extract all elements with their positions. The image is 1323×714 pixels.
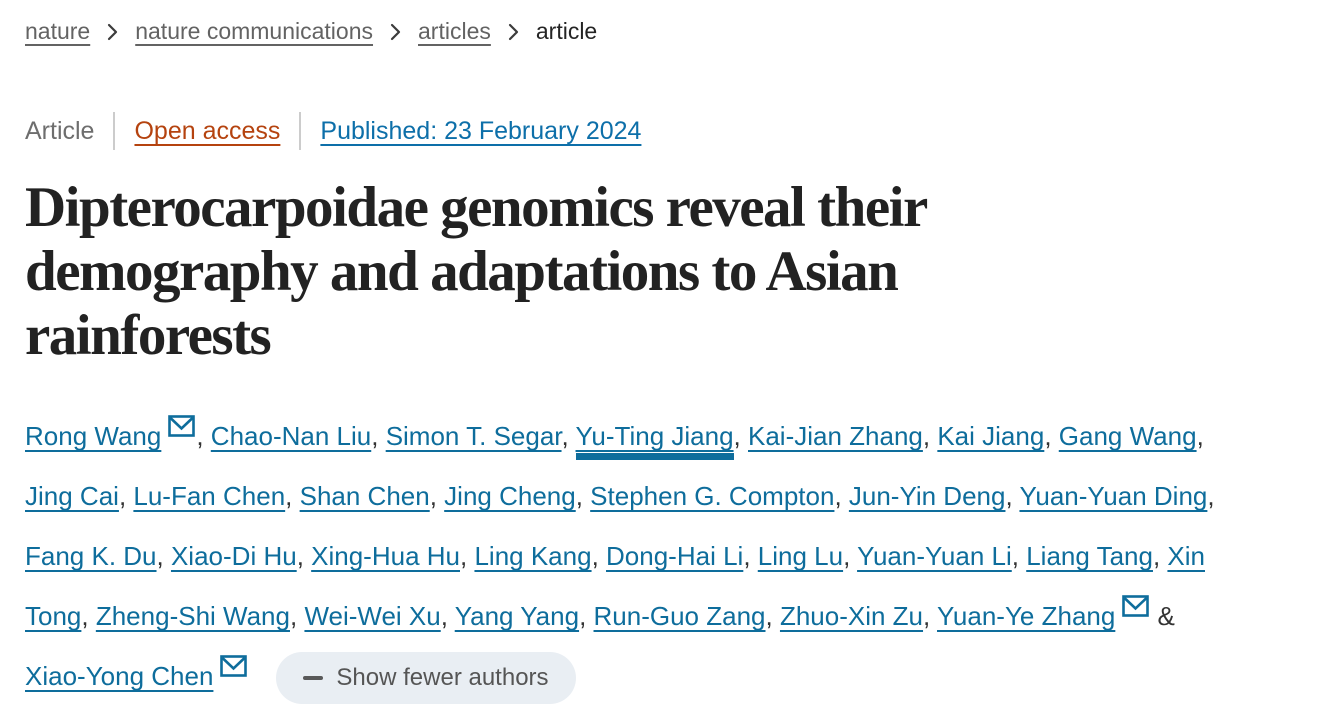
author-separator: , <box>1196 421 1204 451</box>
author-link[interactable]: Liang Tang <box>1026 541 1153 571</box>
author-separator: , <box>118 481 134 511</box>
article-meta-row: Article Open access Published: 23 Februa… <box>25 112 1303 150</box>
author-separator: , <box>1005 481 1020 511</box>
author-link[interactable]: Zheng‑Shi Wang <box>95 601 290 631</box>
author-link[interactable]: Ling Kang <box>474 541 592 571</box>
author-link[interactable]: Stephen G. Compton <box>590 481 835 511</box>
breadcrumb-link-nature-communications[interactable]: nature communications <box>135 18 374 44</box>
author-link[interactable]: Wei‑Wei Xu <box>304 601 441 631</box>
author-separator: , <box>561 421 576 451</box>
author-separator: , <box>834 481 849 511</box>
author-separator: , <box>371 421 386 451</box>
author-link[interactable]: Yuan‑Yuan Li <box>857 541 1012 571</box>
author-link[interactable]: Jing Cheng <box>444 481 576 511</box>
author-link[interactable]: Fang K. Du <box>25 541 157 571</box>
minus-icon <box>303 676 324 681</box>
author-separator: , <box>765 601 780 631</box>
author-separator: , <box>296 541 312 571</box>
author-separator: , <box>440 601 455 631</box>
author-link[interactable]: Shan Chen <box>299 481 430 511</box>
article-type-label: Article <box>25 116 95 145</box>
author-link[interactable]: Kai‑Jian Zhang <box>748 421 923 451</box>
author-list: Rong Wang, Chao‑Nan Liu, Simon T. Segar,… <box>25 406 1240 706</box>
author-separator: , <box>156 541 171 571</box>
author-link[interactable]: Xin Tong <box>25 541 1205 631</box>
author-separator: , <box>81 601 96 631</box>
author-link[interactable]: Xiao‑Yong Chen <box>25 661 214 691</box>
envelope-icon[interactable] <box>1122 595 1150 617</box>
author-link[interactable]: Xing‑Hua Hu <box>311 541 460 571</box>
author-separator: , <box>285 481 300 511</box>
chevron-right-icon <box>389 22 402 42</box>
author-link[interactable]: Dong‑Hai Li <box>606 541 744 571</box>
author-link[interactable]: Lu‑Fan Chen <box>133 481 286 511</box>
chevron-right-icon <box>507 22 520 42</box>
author-separator: , <box>922 421 938 451</box>
author-separator: , <box>289 601 305 631</box>
author-link[interactable]: Jun‑Yin Deng <box>848 481 1006 511</box>
author-link[interactable]: Gang Wang <box>1058 421 1197 451</box>
open-access-link[interactable]: Open access <box>134 116 281 145</box>
author-separator: , <box>1152 541 1168 571</box>
breadcrumb-link-nature[interactable]: nature <box>25 18 91 44</box>
meta-divider <box>299 112 302 150</box>
author-link[interactable]: Simon T. Segar <box>385 421 562 451</box>
author-link[interactable]: Zhuo‑Xin Zu <box>779 601 924 631</box>
author-separator: , <box>429 481 445 511</box>
breadcrumb: nature nature communications articles ar… <box>25 16 1303 46</box>
author-separator: , <box>1011 541 1027 571</box>
author-link[interactable]: Rong Wang <box>25 421 162 451</box>
breadcrumb-current-article: article <box>535 18 598 44</box>
envelope-icon[interactable] <box>220 655 248 677</box>
article-title: Dipterocarpoidae genomics reveal their d… <box>25 176 927 367</box>
author-link[interactable]: Yu‑Ting Jiang <box>575 421 734 460</box>
author-separator: , <box>743 541 758 571</box>
author-link[interactable]: Chao‑Nan Liu <box>210 421 372 451</box>
author-separator: , <box>591 541 607 571</box>
author-separator: , <box>733 421 748 451</box>
author-separator: , <box>843 541 858 571</box>
show-fewer-authors-label: Show fewer authors <box>336 664 549 692</box>
author-link[interactable]: Yuan‑Yuan Ding <box>1019 481 1208 511</box>
author-link[interactable]: Xiao‑Di Hu <box>170 541 297 571</box>
show-fewer-authors-button[interactable]: Show fewer authors <box>276 652 576 705</box>
author-link[interactable]: Run‑Guo Zang <box>593 601 766 631</box>
author-link[interactable]: Ling Lu <box>757 541 844 571</box>
published-date-link[interactable]: Published: 23 February 2024 <box>320 116 642 145</box>
envelope-icon[interactable] <box>168 415 196 437</box>
author-separator: , <box>923 601 938 631</box>
author-link[interactable]: Yang Yang <box>454 601 580 631</box>
author-separator: , <box>579 601 594 631</box>
author-separator: , <box>1044 421 1059 451</box>
meta-divider <box>113 112 116 150</box>
author-link[interactable]: Yuan‑Ye Zhang <box>937 601 1116 631</box>
breadcrumb-link-articles[interactable]: articles <box>418 18 491 44</box>
author-separator: , <box>460 541 475 571</box>
author-separator: & <box>1150 601 1175 631</box>
author-separator: , <box>196 421 211 451</box>
chevron-right-icon <box>106 22 119 42</box>
author-separator: , <box>575 481 591 511</box>
author-link[interactable]: Kai Jiang <box>937 421 1045 451</box>
author-link[interactable]: Jing Cai <box>25 481 119 511</box>
author-separator: , <box>1207 481 1215 511</box>
